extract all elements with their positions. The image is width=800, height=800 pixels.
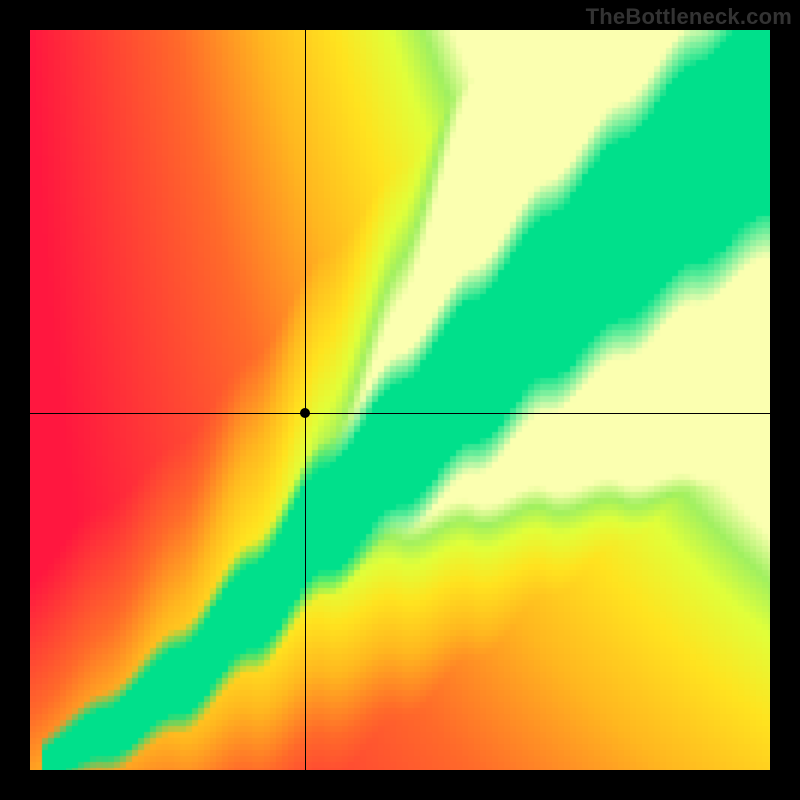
watermark-text: TheBottleneck.com (586, 4, 792, 30)
heatmap-plot (30, 30, 770, 770)
crosshair-horizontal (30, 413, 770, 414)
crosshair-marker (300, 408, 310, 418)
crosshair-vertical (305, 30, 306, 770)
heatmap-canvas (30, 30, 770, 770)
